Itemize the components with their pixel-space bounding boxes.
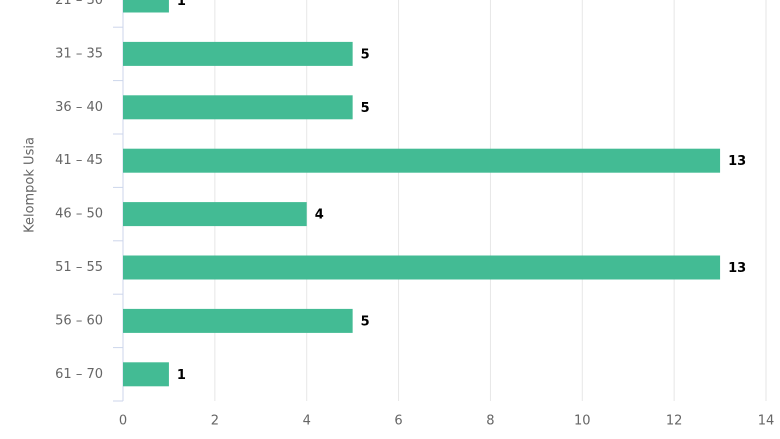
- bar: [123, 308, 353, 333]
- y-tick-label: 61 – 70: [55, 367, 103, 382]
- x-tick-label: 2: [211, 414, 219, 429]
- x-tick-label: 12: [666, 414, 683, 429]
- bar: [123, 202, 307, 227]
- x-tick-label: 14: [758, 414, 775, 429]
- y-tick-label: 21 – 30: [55, 0, 103, 8]
- value-label: 13: [728, 261, 746, 276]
- value-label: 1: [177, 0, 186, 9]
- value-label: 5: [361, 314, 370, 329]
- bar: [123, 41, 353, 66]
- x-tick-label: 4: [303, 414, 311, 429]
- y-tick-label: 46 – 50: [55, 207, 103, 222]
- value-label: 5: [361, 101, 370, 116]
- x-tick-label: 6: [394, 414, 402, 429]
- y-tick-label: 56 – 60: [55, 313, 103, 328]
- bar: [123, 148, 721, 173]
- y-tick-label: 41 – 45: [55, 153, 103, 168]
- value-label: 5: [361, 47, 370, 62]
- value-label: 13: [728, 154, 746, 169]
- y-tick-label: 51 – 55: [55, 260, 103, 275]
- x-tick-label: 0: [119, 414, 127, 429]
- bar: [123, 362, 169, 387]
- bar: [123, 0, 169, 13]
- value-label: 4: [315, 208, 324, 223]
- bar: [123, 95, 353, 120]
- value-label: 1: [177, 368, 186, 383]
- x-tick-label: 8: [486, 414, 494, 429]
- y-tick-label: 36 – 40: [55, 100, 103, 115]
- y-tick-label: 31 – 35: [55, 46, 103, 61]
- x-tick-label: 10: [574, 414, 591, 429]
- bar: [123, 255, 721, 280]
- y-axis-title: Kelompok Usia: [23, 137, 38, 233]
